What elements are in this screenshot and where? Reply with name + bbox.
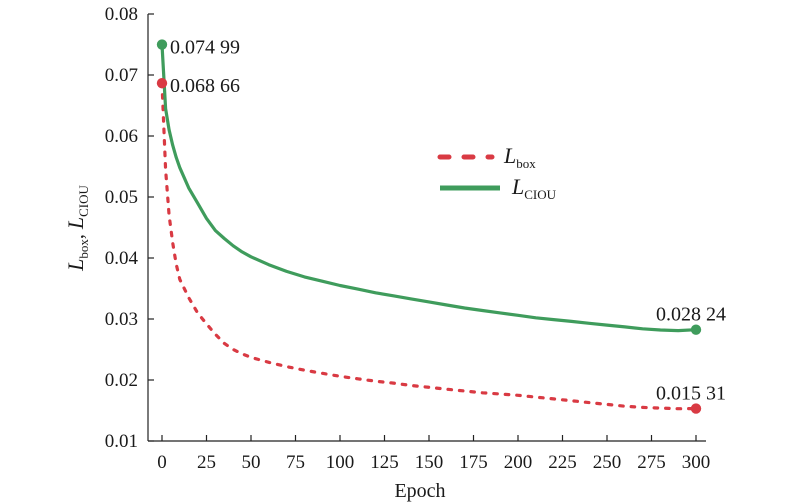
x-tick-label: 300: [682, 452, 711, 473]
x-tick-label: 75: [286, 452, 305, 473]
y-tick-label: 0.08: [105, 4, 138, 25]
x-ticks: 0 25 50 75 100 125 150 175 200 225 250 275 300: [157, 435, 710, 473]
x-tick-label: 250: [593, 452, 622, 473]
x-tick-label: 275: [637, 452, 666, 473]
y-axis: 0.01 0.02 0.03 0.04 0.05 0.06 0.07 0.08: [105, 4, 154, 452]
value-annotation: 0.015 31: [656, 383, 726, 405]
series-line-ciou: [160, 44, 697, 333]
series-layer: [160, 44, 698, 411]
value-annotation: 0.028 24: [656, 304, 726, 326]
x-tick-label: 225: [548, 452, 577, 473]
y-tick-label: 0.06: [105, 126, 138, 147]
endpoint-marker-box: [690, 403, 702, 414]
y-ticks: 0.01 0.02 0.03 0.04 0.05 0.06 0.07 0.08: [105, 4, 154, 452]
legend-label-box: Lbox: [503, 143, 536, 171]
endpoint-marker-ciou: [690, 324, 702, 335]
annotation-layer: 0.074 99 0.068 66 0.028 24 0.015 31: [170, 37, 726, 405]
x-tick-label: 200: [504, 452, 533, 473]
y-tick-label: 0.03: [105, 309, 138, 330]
y-tick-label: 0.05: [105, 187, 138, 208]
y-tick-label: 0.07: [105, 65, 138, 86]
y-tick-label: 0.02: [105, 370, 138, 391]
endpoint-marker-ciou: [156, 39, 168, 50]
legend: Lbox LCIOU: [437, 143, 557, 202]
x-tick-label: 0: [157, 452, 167, 473]
endpoint-marker-box: [156, 77, 168, 89]
x-tick-label: 25: [197, 452, 216, 473]
value-annotation: 0.068 66: [170, 75, 240, 97]
x-tick-label: 50: [242, 452, 261, 473]
x-tick-label: 175: [459, 452, 488, 473]
y-tick-label: 0.01: [105, 431, 138, 452]
x-axis: 0 25 50 75 100 125 150 175 200 225 250 275 300: [148, 435, 710, 473]
x-tick-label: 100: [326, 452, 355, 473]
x-axis-title: Epoch: [394, 480, 445, 502]
value-annotation: 0.074 99: [170, 37, 240, 59]
y-tick-label: 0.04: [105, 248, 139, 269]
x-tick-label: 125: [370, 452, 399, 473]
series-line-box: [160, 81, 698, 411]
marker-layer: [156, 39, 702, 414]
x-tick-label: 150: [415, 452, 444, 473]
y-axis-title: Lbox, LCIOU: [63, 185, 91, 272]
legend-label-ciou: LCIOU: [511, 174, 557, 202]
